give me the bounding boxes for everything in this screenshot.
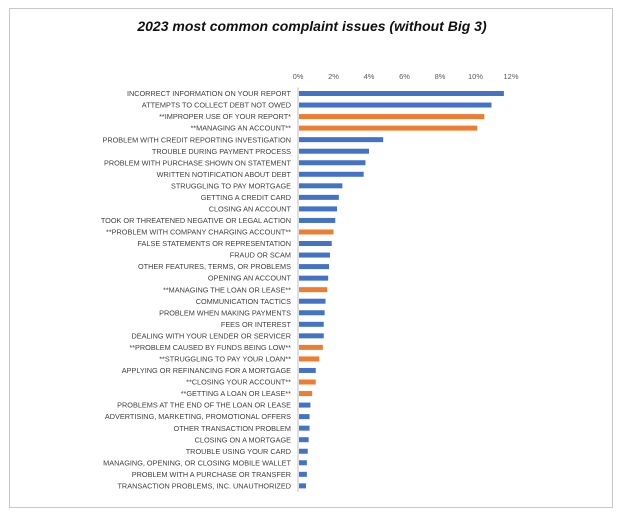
- category-label: FRAUD OR SCAM: [230, 251, 291, 260]
- category-label: ADVERTISING, MARKETING, PROMOTIONAL OFFE…: [105, 412, 291, 421]
- category-label: **CLOSING YOUR ACCOUNT**: [186, 378, 291, 387]
- x-tick-label: 12%: [503, 72, 518, 81]
- category-label: APPLYING OR REFINANCING FOR A MORTGAGE: [122, 366, 291, 375]
- category-label: DEALING WITH YOUR LENDER OR SERVICER: [132, 331, 291, 340]
- bar: [299, 183, 343, 189]
- category-label: **PROBLEM WITH COMPANY CHARGING ACCOUNT*…: [106, 228, 291, 237]
- bar: [299, 102, 492, 108]
- category-label: PROBLEM WHEN MAKING PAYMENTS: [159, 308, 291, 317]
- category-label: CLOSING ON A MORTGAGE: [195, 435, 291, 444]
- bar: [299, 471, 307, 477]
- category-label: TRANSACTION PROBLEMS, INC. UNAUTHORIZED: [117, 481, 291, 490]
- bar: [299, 298, 326, 304]
- category-label: **STRUGGLING TO PAY YOUR LOAN**: [159, 355, 291, 364]
- x-tick-label: 6%: [399, 72, 410, 81]
- category-label: TROUBLE DURING PAYMENT PROCESS: [152, 147, 291, 156]
- category-label: FEES OR INTEREST: [221, 320, 292, 329]
- bar: [299, 367, 316, 373]
- category-label: PROBLEM WITH PURCHASE SHOWN ON STATEMENT: [104, 158, 292, 167]
- bar: [299, 379, 316, 385]
- x-tick-label: 2%: [328, 72, 339, 81]
- category-label: **PROBLEM CAUSED BY FUNDS BEING LOW**: [129, 343, 291, 352]
- bar: [299, 460, 307, 466]
- bar: [299, 402, 311, 408]
- category-label: OTHER FEATURES, TERMS, OR PROBLEMS: [138, 262, 291, 271]
- bar: [299, 264, 330, 270]
- bar: [299, 448, 308, 454]
- bar: [299, 333, 324, 339]
- bar: [299, 114, 485, 120]
- bar: [299, 137, 384, 143]
- bar: [299, 275, 329, 281]
- bar: [299, 287, 328, 293]
- bars: [299, 91, 504, 489]
- category-label: **IMPROPER USE OF YOUR REPORT*: [159, 112, 291, 121]
- bar: [299, 437, 309, 443]
- chart-title: 2023 most common complaint issues (witho…: [137, 18, 487, 34]
- bar: [299, 91, 504, 96]
- bar: [299, 125, 478, 131]
- bar: [299, 356, 320, 362]
- bar: [299, 483, 306, 489]
- bar: [299, 321, 324, 327]
- bar: [299, 194, 339, 200]
- category-label: **MANAGING THE LOAN OR LEASE**: [163, 285, 291, 294]
- x-tick-label: 4%: [364, 72, 375, 81]
- bar: [299, 217, 336, 223]
- bar: [299, 344, 323, 350]
- x-axis-ticks: 0% 2% 4% 6% 8% 10% 12%: [293, 72, 519, 81]
- category-label: PROBLEMS AT THE END OF THE LOAN OR LEASE: [117, 401, 291, 410]
- category-label: TOOK OR THREATENED NEGATIVE OR LEGAL ACT…: [101, 216, 291, 225]
- x-tick-label: 10%: [468, 72, 483, 81]
- category-label: PROBLEM WITH CREDIT REPORTING INVESTIGAT…: [102, 135, 291, 144]
- x-tick-label: 0%: [293, 72, 304, 81]
- bar: [299, 241, 332, 247]
- category-label: COMMUNICATION TACTICS: [196, 297, 291, 306]
- bar: [299, 310, 325, 316]
- x-tick-label: 8%: [435, 72, 446, 81]
- bar: [299, 160, 366, 166]
- category-label: GETTING A CREDIT CARD: [201, 193, 291, 202]
- category-labels: INCORRECT INFORMATION ON YOUR REPORT ATTE…: [101, 89, 292, 490]
- category-label: **GETTING A LOAN OR LEASE**: [181, 389, 291, 398]
- category-label: CLOSING AN ACCOUNT: [209, 205, 292, 214]
- bar: [299, 391, 313, 397]
- bar: [299, 425, 310, 431]
- category-label: WRITTEN NOTIFICATION ABOUT DEBT: [157, 170, 292, 179]
- category-label: STRUGGLING TO PAY MORTGAGE: [171, 181, 291, 190]
- category-label: INCORRECT INFORMATION ON YOUR REPORT: [127, 89, 292, 98]
- category-label: ATTEMPTS TO COLLECT DEBT NOT OWED: [142, 101, 291, 110]
- category-label: MANAGING, OPENING, OR CLOSING MOBILE WAL…: [103, 458, 291, 467]
- category-label: FALSE STATEMENTS OR REPRESENTATION: [137, 239, 291, 248]
- bar: [299, 206, 338, 212]
- category-label: OPENING AN ACCOUNT: [208, 274, 292, 283]
- category-label: OTHER TRANSACTION PROBLEM: [174, 424, 291, 433]
- category-label: PROBLEM WITH A PURCHASE OR TRANSFER: [132, 470, 291, 479]
- category-label: TROUBLE USING YOUR CARD: [186, 447, 291, 456]
- bar: [299, 229, 334, 235]
- bar: [299, 148, 369, 154]
- bar: [299, 414, 310, 420]
- bar: [299, 171, 364, 177]
- category-label: **MANAGING AN ACCOUNT**: [190, 124, 291, 133]
- bar: [299, 252, 330, 258]
